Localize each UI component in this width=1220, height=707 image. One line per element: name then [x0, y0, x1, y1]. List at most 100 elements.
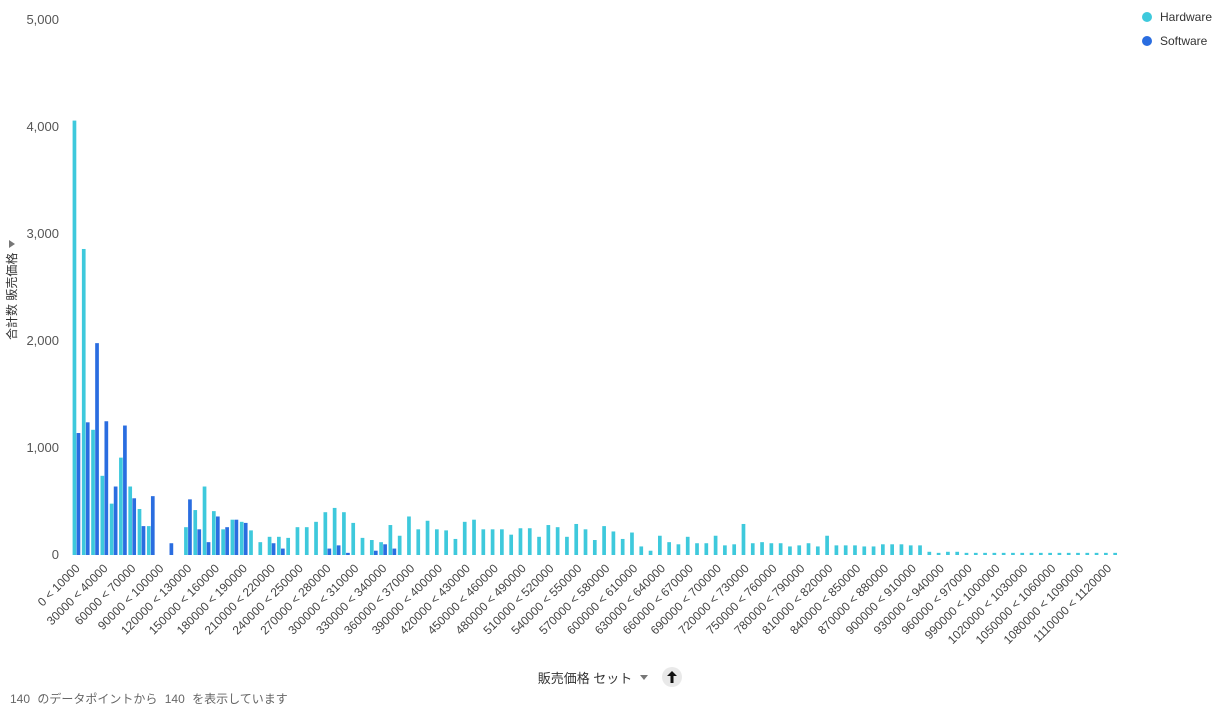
bar-hardware[interactable]	[983, 552, 987, 555]
bar-hardware[interactable]	[1085, 552, 1090, 555]
bar-hardware[interactable]	[843, 545, 848, 555]
bar-hardware[interactable]	[295, 527, 300, 555]
bar-hardware[interactable]	[184, 527, 188, 555]
bar-software[interactable]	[234, 519, 239, 555]
bar-software[interactable]	[169, 543, 174, 555]
bar-software[interactable]	[271, 543, 276, 555]
bar-hardware[interactable]	[834, 545, 839, 555]
bar-hardware[interactable]	[955, 551, 960, 555]
bar-hardware[interactable]	[546, 525, 551, 555]
bar-hardware[interactable]	[769, 543, 774, 555]
bar-hardware[interactable]	[277, 536, 281, 555]
bar-hardware[interactable]	[258, 542, 263, 555]
bar-software[interactable]	[197, 529, 202, 555]
bar-hardware[interactable]	[119, 457, 123, 555]
bar-hardware[interactable]	[453, 538, 458, 555]
bar-hardware[interactable]	[871, 546, 876, 555]
bar-hardware[interactable]	[574, 523, 579, 555]
bar-hardware[interactable]	[388, 525, 393, 555]
bar-software[interactable]	[76, 433, 81, 555]
bar-hardware[interactable]	[202, 486, 207, 555]
bar-software[interactable]	[113, 486, 118, 555]
legend-swatch-hardware[interactable]	[1142, 12, 1152, 22]
bar-hardware[interactable]	[472, 519, 476, 555]
bar-hardware[interactable]	[351, 522, 356, 555]
bar-hardware[interactable]	[425, 520, 430, 555]
bar-hardware[interactable]	[407, 516, 411, 555]
bar-hardware[interactable]	[1113, 552, 1118, 555]
bar-software[interactable]	[104, 421, 109, 555]
legend-label-hardware[interactable]: Hardware	[1160, 10, 1212, 24]
legend-swatch-software[interactable]	[1142, 36, 1152, 46]
bar-hardware[interactable]	[946, 551, 950, 555]
bar-hardware[interactable]	[936, 552, 941, 555]
bar-hardware[interactable]	[1094, 552, 1099, 555]
bar-software[interactable]	[281, 548, 285, 555]
bar-hardware[interactable]	[853, 545, 857, 555]
bar-hardware[interactable]	[239, 521, 244, 555]
bar-hardware[interactable]	[527, 528, 532, 555]
bar-hardware[interactable]	[91, 429, 95, 555]
bar-hardware[interactable]	[509, 534, 514, 555]
bar-software[interactable]	[141, 526, 146, 555]
bar-hardware[interactable]	[992, 552, 997, 555]
bar-hardware[interactable]	[797, 545, 802, 555]
bar-hardware[interactable]	[964, 552, 969, 555]
bar-hardware[interactable]	[565, 536, 569, 555]
bar-hardware[interactable]	[685, 536, 690, 555]
bar-hardware[interactable]	[444, 530, 448, 555]
bar-hardware[interactable]	[676, 544, 681, 555]
bar-hardware[interactable]	[249, 530, 253, 555]
bar-hardware[interactable]	[1048, 552, 1052, 555]
bar-hardware[interactable]	[128, 486, 133, 555]
bar-hardware[interactable]	[918, 545, 922, 555]
bar-hardware[interactable]	[1066, 552, 1071, 555]
x-axis-title[interactable]: 販売価格 セット	[537, 670, 633, 686]
bar-hardware[interactable]	[490, 529, 495, 555]
bar-hardware[interactable]	[1076, 552, 1080, 555]
bar-hardware[interactable]	[927, 551, 932, 555]
bar-hardware[interactable]	[230, 519, 235, 555]
bar-hardware[interactable]	[620, 538, 625, 555]
bar-hardware[interactable]	[741, 523, 746, 555]
bar-hardware[interactable]	[434, 529, 439, 555]
bar-hardware[interactable]	[314, 521, 318, 555]
bar-hardware[interactable]	[667, 542, 671, 555]
bar-hardware[interactable]	[500, 529, 504, 555]
bar-hardware[interactable]	[146, 526, 151, 555]
bar-hardware[interactable]	[100, 475, 105, 555]
bar-hardware[interactable]	[778, 543, 783, 555]
bar-hardware[interactable]	[1001, 552, 1006, 555]
bar-hardware[interactable]	[332, 507, 337, 555]
bar-hardware[interactable]	[788, 546, 792, 555]
bar-hardware[interactable]	[518, 528, 523, 555]
bar-hardware[interactable]	[72, 120, 77, 555]
bar-hardware[interactable]	[639, 546, 644, 555]
bar-hardware[interactable]	[81, 248, 86, 556]
bar-software[interactable]	[392, 548, 397, 555]
bar-hardware[interactable]	[695, 543, 699, 555]
bar-hardware[interactable]	[890, 544, 894, 555]
bar-hardware[interactable]	[286, 537, 291, 555]
bar-hardware[interactable]	[369, 540, 374, 555]
bar-software[interactable]	[132, 498, 137, 555]
bar-hardware[interactable]	[630, 532, 634, 555]
bar-hardware[interactable]	[267, 536, 272, 555]
bar-hardware[interactable]	[304, 527, 309, 555]
bar-software[interactable]	[150, 496, 155, 555]
bar-hardware[interactable]	[704, 543, 709, 555]
sort-ascending-button[interactable]	[662, 667, 683, 687]
bar-hardware[interactable]	[555, 527, 560, 555]
bar-hardware[interactable]	[658, 535, 662, 555]
bar-hardware[interactable]	[109, 503, 114, 555]
bar-hardware[interactable]	[379, 542, 383, 555]
bar-hardware[interactable]	[760, 542, 764, 555]
bar-hardware[interactable]	[611, 531, 616, 555]
bar-hardware[interactable]	[193, 510, 198, 555]
bar-hardware[interactable]	[211, 511, 216, 555]
bar-hardware[interactable]	[360, 537, 365, 555]
bar-software[interactable]	[206, 542, 211, 555]
bar-hardware[interactable]	[602, 526, 606, 555]
bar-hardware[interactable]	[713, 535, 718, 555]
bar-software[interactable]	[215, 516, 220, 555]
